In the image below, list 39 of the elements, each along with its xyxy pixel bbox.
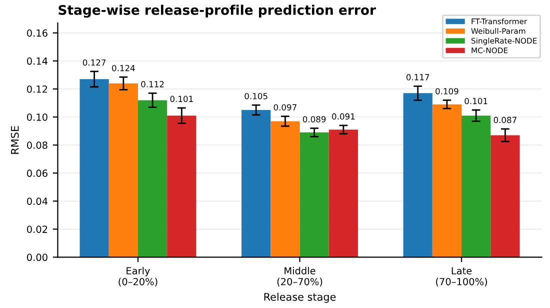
y-tick-label: 0.02 xyxy=(27,226,48,233)
y-tick-label: 0.00 xyxy=(27,254,48,262)
bar xyxy=(80,79,109,258)
bar xyxy=(108,83,138,258)
x-axis-title: Release stage xyxy=(264,292,336,303)
bar xyxy=(403,93,432,258)
bar xyxy=(167,116,196,258)
bar xyxy=(490,135,520,258)
data-label: 0.127 xyxy=(82,59,106,66)
x-tick-label: Early (0–20%) xyxy=(118,266,158,286)
bar xyxy=(300,132,329,258)
x-tick-label: Middle (20–70%) xyxy=(277,266,322,286)
data-label: 0.097 xyxy=(274,104,296,110)
y-tick-label: 0.08 xyxy=(27,142,48,149)
data-label: 0.117 xyxy=(406,74,430,80)
data-label: 0.089 xyxy=(302,116,326,122)
y-tick-label: 0.14 xyxy=(27,57,48,65)
bar xyxy=(432,104,462,258)
y-axis-title: RMSE xyxy=(10,126,19,154)
data-label: 0.091 xyxy=(332,113,355,120)
bar xyxy=(270,121,300,258)
x-tick-label: Late (70–100%) xyxy=(436,267,487,286)
data-label: 0.109 xyxy=(436,88,458,94)
data-label: 0.105 xyxy=(244,92,268,100)
y-tick-label: 0.04 xyxy=(27,198,48,205)
bar xyxy=(242,110,271,258)
y-tick-label: 0.06 xyxy=(27,170,48,177)
bar xyxy=(462,116,491,258)
y-tick-label: 0.16 xyxy=(27,29,48,37)
data-label: 0.112 xyxy=(141,81,164,88)
bar xyxy=(328,130,358,258)
data-label: 0.101 xyxy=(464,98,488,104)
data-label: 0.124 xyxy=(112,64,135,72)
data-label: 0.087 xyxy=(494,116,516,124)
chart-title: Stage-wise release-profile prediction error xyxy=(58,4,376,18)
y-tick-label: 0.10 xyxy=(27,113,48,121)
bar xyxy=(138,100,168,258)
y-tick-label: 0.12 xyxy=(27,85,48,93)
data-label: 0.101 xyxy=(170,96,193,102)
